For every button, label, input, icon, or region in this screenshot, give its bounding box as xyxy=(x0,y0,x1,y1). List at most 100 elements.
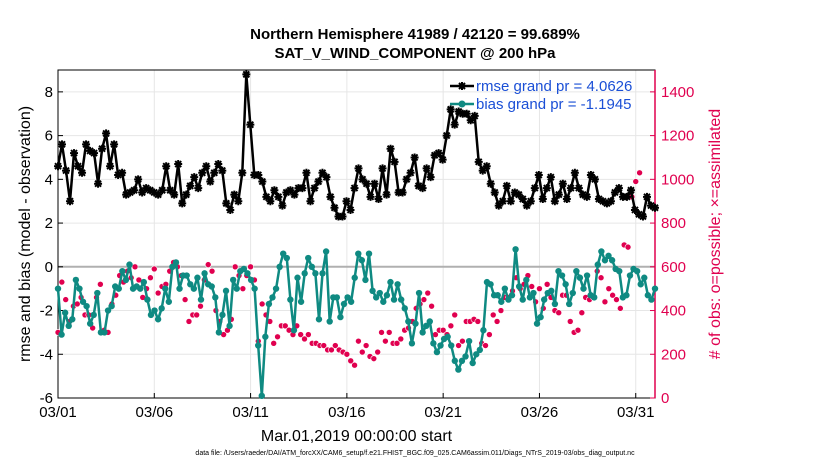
rmse-marker xyxy=(438,155,447,164)
rmse-marker xyxy=(594,195,603,204)
rmse-marker xyxy=(630,205,639,214)
rmse-marker xyxy=(510,188,519,197)
rmse-marker xyxy=(610,188,619,197)
rmse-marker xyxy=(198,168,207,177)
bias-marker xyxy=(580,285,587,292)
y-left-tick-label-5: 4 xyxy=(45,171,53,188)
obs-marker xyxy=(393,340,401,347)
rmse-marker xyxy=(526,197,535,206)
y-left-tick-label-4: 2 xyxy=(45,215,53,232)
obs-marker xyxy=(597,274,605,282)
rmse-marker xyxy=(178,199,187,208)
rmse-marker xyxy=(182,190,191,199)
y-left-tick-label-1: -4 xyxy=(40,346,53,363)
y-axis-label-left: rmse and bias (model - observation) xyxy=(17,106,34,362)
obs-marker xyxy=(574,326,582,334)
rmse-marker xyxy=(642,192,651,201)
bias-marker xyxy=(208,283,215,290)
bias-marker xyxy=(126,261,133,268)
bias-marker xyxy=(372,294,380,301)
obs-marker xyxy=(459,337,466,345)
rmse-marker xyxy=(142,184,151,193)
rmse-marker xyxy=(86,146,95,155)
bias-marker xyxy=(58,331,65,338)
y-right-tick-label-0: 0 xyxy=(661,390,669,407)
x-tick-label-5: 03/26 xyxy=(521,404,559,421)
rmse-marker xyxy=(230,190,239,199)
rmse-marker xyxy=(246,120,255,129)
x-axis-label: Mar.01,2019 00:00:00 start xyxy=(261,428,453,445)
rmse-marker xyxy=(558,179,567,188)
rmse-marker xyxy=(54,162,62,171)
bias-marker xyxy=(272,285,280,292)
rmse-marker xyxy=(466,116,475,125)
rmse-marker xyxy=(394,188,403,197)
legend-rmse-marker xyxy=(458,82,466,90)
bias-marker xyxy=(187,281,194,288)
obs-marker xyxy=(193,311,200,319)
rmse-marker xyxy=(358,175,367,184)
rmse-marker xyxy=(94,179,103,188)
obs-marker xyxy=(624,243,632,251)
x-tick-label-6: 03/31 xyxy=(617,404,655,421)
rmse-marker xyxy=(154,190,163,199)
bias-marker xyxy=(154,316,162,323)
obs-marker xyxy=(343,350,351,358)
bias-marker xyxy=(333,294,341,301)
rmse-marker xyxy=(274,192,283,201)
bias-marker xyxy=(365,250,373,257)
rmse-marker xyxy=(550,197,559,206)
bias-marker xyxy=(229,276,237,284)
rmse-marker xyxy=(254,170,263,179)
obs-marker xyxy=(62,296,70,303)
obs-marker xyxy=(131,263,139,271)
rmse-marker xyxy=(346,205,355,214)
obs-marker xyxy=(197,302,204,310)
bias-marker xyxy=(247,276,255,284)
bias-marker xyxy=(287,296,294,303)
rmse-marker xyxy=(386,144,395,153)
bias-marker xyxy=(498,298,505,305)
bias-marker xyxy=(608,257,616,264)
rmse-marker xyxy=(338,212,347,221)
obs-marker xyxy=(258,300,266,308)
bias-marker xyxy=(383,292,391,299)
rmse-marker xyxy=(414,181,423,190)
bias-marker xyxy=(65,322,72,330)
data-file-footer: data file: /Users/raeder/DAI/ATM_forcXX/… xyxy=(195,450,635,457)
rmse-marker xyxy=(474,157,483,166)
obs-marker xyxy=(528,283,536,290)
y-axis-label-right: # of obs: o=possible; ×=assimilated xyxy=(707,109,724,359)
rmse-marker xyxy=(250,170,259,179)
bias-marker xyxy=(183,272,190,279)
bias-marker xyxy=(405,318,412,325)
bias-marker xyxy=(344,294,351,301)
rmse-marker xyxy=(66,197,75,206)
rmse-marker xyxy=(570,168,579,177)
bias-marker xyxy=(72,276,80,284)
rmse-marker xyxy=(266,197,275,206)
rmse-marker xyxy=(502,181,511,190)
bias-marker xyxy=(244,270,251,277)
bias-marker xyxy=(215,329,223,336)
bias-marker xyxy=(355,250,362,257)
rmse-marker xyxy=(634,210,643,219)
rmse-marker xyxy=(494,201,503,210)
rmse-marker xyxy=(218,166,227,175)
x-tick-label-0: 03/01 xyxy=(39,404,77,421)
bias-marker xyxy=(219,311,226,319)
bias-marker xyxy=(598,248,605,255)
obs-marker xyxy=(185,318,193,325)
bias-marker xyxy=(69,316,76,323)
x-tick-label-4: 03/21 xyxy=(424,404,462,421)
rmse-marker xyxy=(150,188,159,197)
obs-marker xyxy=(154,289,162,297)
bias-marker xyxy=(101,329,108,336)
bias-marker xyxy=(415,289,423,297)
bias-marker xyxy=(419,329,426,336)
rmse-marker xyxy=(614,184,623,193)
bias-marker xyxy=(462,353,469,360)
bias-marker xyxy=(137,285,144,292)
bias-marker xyxy=(523,276,530,284)
